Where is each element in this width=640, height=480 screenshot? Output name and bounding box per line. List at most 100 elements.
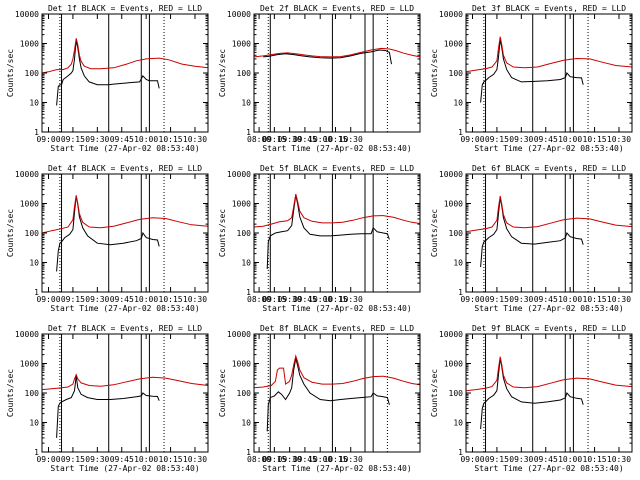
x-tick-label: 09:45 (110, 295, 134, 304)
y-tick-label: 10 (453, 99, 463, 108)
x-tick-label: 09:15 (485, 295, 509, 304)
panel: Det 3f BLACK = Events, RED = LLD 1 10 100 10… (430, 4, 633, 153)
x-tick-label: 10:30 (339, 295, 363, 304)
x-axis-label: Start Time (27-Apr-02 08:53:40) (50, 304, 199, 313)
x-tick-label: 09:45 (534, 455, 558, 464)
x-tick-label: 10:30 (339, 455, 363, 464)
x-tick-label: 10:00 (308, 455, 332, 464)
y-tick-label: 1000 (20, 200, 39, 209)
panel: Det 1f BLACK = Events, RED = LLD 1 10 100 10… (6, 4, 209, 153)
x-tick-label: 09:00 (36, 135, 60, 144)
x-axis-label: Start Time (27-Apr-02 08:53:40) (262, 144, 411, 153)
y-tick-label: 10000 (15, 10, 39, 19)
x-tick-label: 09:30 (278, 135, 302, 144)
x-tick-label: 10:00 (308, 135, 332, 144)
y-tick-label: 100 (25, 69, 40, 78)
x-tick-label: 09:15 (61, 135, 85, 144)
y-tick-label: 1 (246, 448, 251, 457)
x-tick-label: 09:45 (534, 135, 558, 144)
y-axis-label: Counts/sec (430, 369, 439, 417)
y-tick-label: 100 (25, 229, 40, 238)
series-line-events (266, 358, 390, 432)
y-tick-label: 10 (241, 259, 251, 268)
x-tick-label: 10:30 (183, 455, 207, 464)
y-tick-label: 10 (29, 99, 39, 108)
y-tick-label: 1000 (232, 360, 251, 369)
x-tick-label: 09:00 (36, 295, 60, 304)
y-tick-label: 1000 (444, 360, 463, 369)
x-tick-label: 09:00 (36, 455, 60, 464)
y-tick-label: 1000 (232, 200, 251, 209)
x-tick-label: 10:00 (558, 455, 582, 464)
series-line-events (56, 195, 160, 272)
panel: Det 8f BLACK = Events, RED = LLD 1 10 100 10… (218, 324, 421, 473)
y-tick-label: 1000 (444, 200, 463, 209)
x-tick-label: 08:00 (247, 135, 271, 144)
x-tick-label: 09:30 (509, 135, 533, 144)
x-tick-label: 09:15 (262, 455, 286, 464)
x-tick-label: 09:00 (460, 135, 484, 144)
plot-frame (253, 333, 421, 453)
x-tick-label: 08:00 (247, 455, 271, 464)
y-tick-label: 100 (449, 389, 464, 398)
series-line-events (480, 39, 584, 103)
panel: Det 6f BLACK = Events, RED = LLD 1 10 100 10… (430, 164, 633, 313)
y-tick-label: 10 (241, 99, 251, 108)
x-tick-label: 09:45 (534, 295, 558, 304)
x-tick-label: 10:00 (134, 135, 158, 144)
x-tick-label: 09:45 (293, 455, 317, 464)
y-tick-label: 10000 (15, 170, 39, 179)
x-tick-label: 09:15 (61, 295, 85, 304)
y-axis-label: Counts/sec (430, 209, 439, 257)
y-tick-label: 100 (449, 229, 464, 238)
x-tick-label: 09:00 (460, 455, 484, 464)
y-tick-label: 1 (458, 128, 463, 137)
panel: Det 4f BLACK = Events, RED = LLD 1 10 100 10… (6, 164, 209, 313)
plot-frame (465, 13, 633, 133)
x-tick-label: 09:15 (61, 455, 85, 464)
x-tick-label: 10:15 (323, 455, 347, 464)
plot-frame (253, 173, 421, 293)
plot-frame (465, 173, 633, 293)
y-tick-label: 100 (237, 389, 252, 398)
y-axis-label: Counts/sec (218, 369, 227, 417)
y-axis-label: Counts/sec (6, 209, 15, 257)
x-tick-label: 10:30 (183, 135, 207, 144)
panel: Det 7f BLACK = Events, RED = LLD 1 10 100 10… (6, 324, 209, 473)
y-tick-label: 10 (453, 419, 463, 428)
series-line-lld (465, 36, 633, 73)
y-tick-label: 10 (29, 259, 39, 268)
y-tick-label: 10000 (15, 330, 39, 339)
x-tick-label: 09:15 (485, 135, 509, 144)
y-tick-label: 10000 (227, 330, 251, 339)
x-axis-label: Start Time (27-Apr-02 08:53:40) (474, 464, 623, 473)
plot-frame (41, 173, 209, 293)
panel-title: Det 8f BLACK = Events, RED = LLD (260, 324, 414, 333)
series-line-events (480, 358, 584, 430)
x-tick-label: 09:30 (85, 135, 109, 144)
panel: Det 5f BLACK = Events, RED = LLD 1 10 100 10… (218, 164, 421, 313)
panel-title: Det 5f BLACK = Events, RED = LLD (260, 164, 414, 173)
y-tick-label: 1 (34, 288, 39, 297)
x-tick-label: 10:30 (607, 135, 631, 144)
y-tick-label: 1 (246, 288, 251, 297)
x-tick-label: 09:45 (110, 455, 134, 464)
x-axis-label: Start Time (27-Apr-02 08:53:40) (50, 464, 199, 473)
panel-title: Det 6f BLACK = Events, RED = LLD (472, 164, 626, 173)
x-tick-label: 10:15 (159, 295, 183, 304)
x-tick-label: 09:45 (293, 295, 317, 304)
plot-frame (465, 333, 633, 453)
x-tick-label: 10:00 (308, 295, 332, 304)
series-line-lld (465, 195, 633, 233)
x-tick-label: 09:30 (509, 455, 533, 464)
panel-title: Det 7f BLACK = Events, RED = LLD (48, 324, 202, 333)
x-tick-label: 09:45 (293, 135, 317, 144)
y-tick-label: 1000 (444, 40, 463, 49)
x-tick-label: 10:15 (323, 135, 347, 144)
series-line-lld (465, 356, 633, 392)
x-tick-label: 09:15 (262, 135, 286, 144)
x-tick-label: 09:30 (278, 455, 302, 464)
series-line-events (480, 197, 584, 268)
x-axis-label: Start Time (27-Apr-02 08:53:40) (474, 304, 623, 313)
